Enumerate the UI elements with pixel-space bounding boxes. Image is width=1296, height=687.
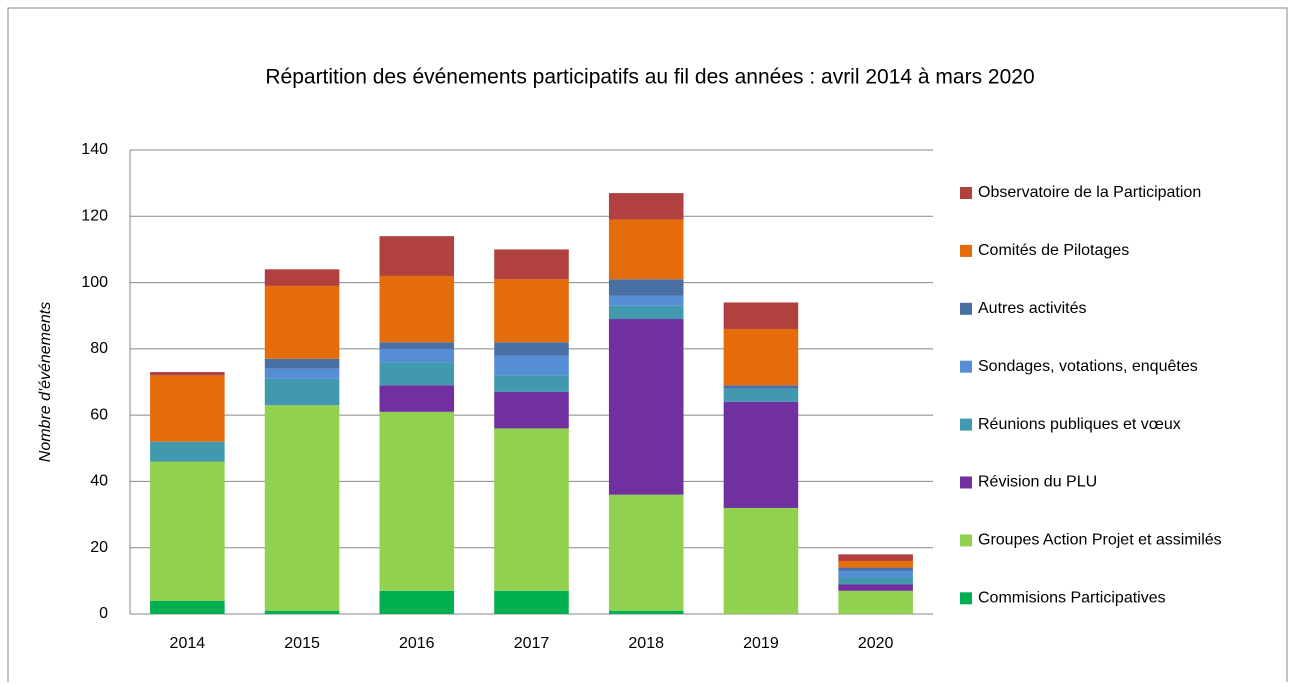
bar-segment <box>608 193 684 220</box>
legend-label: Groupes Action Projet et assimilés <box>978 532 1222 549</box>
legend-label: Comités de Pilotages <box>978 242 1129 259</box>
legend-swatch <box>960 534 972 547</box>
legend-swatch <box>960 418 972 431</box>
bar-segment <box>494 428 569 591</box>
bar-segment <box>723 328 799 386</box>
legend-swatch <box>960 476 972 489</box>
bar-segment <box>838 554 913 561</box>
bar-segment <box>723 385 799 389</box>
y-tick-label: 140 <box>81 141 108 158</box>
bar-segment <box>264 610 340 614</box>
bar-segment <box>608 295 684 306</box>
bar-segment <box>379 342 455 349</box>
bar-segment <box>608 494 684 611</box>
x-tick-label: 2020 <box>858 635 894 652</box>
y-tick-label: 40 <box>90 473 108 490</box>
legend-swatch <box>960 360 972 373</box>
y-tick-label: 100 <box>81 274 108 291</box>
bar-segment <box>379 236 455 276</box>
y-tick-label: 20 <box>90 539 108 556</box>
y-tick-label: 80 <box>90 340 108 357</box>
bar-segment <box>150 372 225 376</box>
bar-segment <box>494 249 569 280</box>
bar-segment <box>264 269 340 286</box>
bar-segment <box>379 590 455 614</box>
bar-segment <box>494 375 569 392</box>
bar-segment <box>379 411 455 591</box>
legend-label: Observatoire de la Participation <box>978 184 1201 201</box>
bar-segment <box>608 610 684 614</box>
x-tick-label: 2017 <box>514 635 550 652</box>
bar-segment <box>838 567 913 571</box>
bar-segment <box>723 302 799 329</box>
legend-label: Autres activités <box>978 300 1086 317</box>
bar-segment <box>379 275 455 343</box>
legend-label: Révision du PLU <box>978 474 1097 491</box>
bar-segment <box>379 348 455 363</box>
bar-segment <box>723 401 799 508</box>
y-tick-label: 60 <box>90 406 108 423</box>
bar-segment <box>264 358 340 369</box>
x-tick-label: 2018 <box>628 635 664 652</box>
x-tick-label: 2015 <box>284 635 320 652</box>
bar-segment <box>264 285 340 359</box>
bar-segment <box>264 368 340 379</box>
legend-label: Sondages, votations, enquêtes <box>978 358 1198 375</box>
bar-segment <box>494 391 569 429</box>
y-axis-label: Nombre d'événements <box>37 302 54 462</box>
bar-segment <box>494 342 569 356</box>
bar-segment <box>494 279 569 343</box>
bar-segment <box>494 590 569 614</box>
chart-title: Répartition des événements participatifs… <box>265 66 1034 89</box>
bar-segment <box>264 378 340 406</box>
bar-segment <box>264 405 340 611</box>
bar-segment <box>608 219 684 280</box>
bar-segment <box>838 560 913 568</box>
legend-swatch <box>960 592 972 605</box>
bar-segment <box>608 279 684 296</box>
legend-swatch <box>960 244 972 257</box>
bar-segment <box>379 362 455 386</box>
bar-segment <box>150 441 225 462</box>
bar-segment <box>150 375 225 442</box>
bar-segment <box>723 388 799 402</box>
bar-segment <box>494 355 569 376</box>
legend-label: Commisions Participatives <box>978 590 1166 607</box>
bar-segment <box>723 507 799 614</box>
bar-segment <box>838 584 913 591</box>
legend-swatch <box>960 302 972 315</box>
y-tick-label: 0 <box>99 605 108 622</box>
legend-label: Réunions publiques et vœux <box>978 416 1181 433</box>
x-tick-label: 2019 <box>743 635 779 652</box>
bar-segment <box>838 590 913 614</box>
y-tick-label: 120 <box>81 208 108 225</box>
bar-segment <box>838 577 913 585</box>
x-tick-label: 2014 <box>170 635 206 652</box>
x-tick-label: 2016 <box>399 635 435 652</box>
bar-segment <box>150 461 225 601</box>
bar-segment <box>379 385 455 412</box>
bar-segment <box>608 319 684 495</box>
bar-segment <box>150 600 225 614</box>
bar-segment <box>838 570 913 578</box>
legend-swatch <box>960 187 972 199</box>
bar-segment <box>608 305 684 320</box>
